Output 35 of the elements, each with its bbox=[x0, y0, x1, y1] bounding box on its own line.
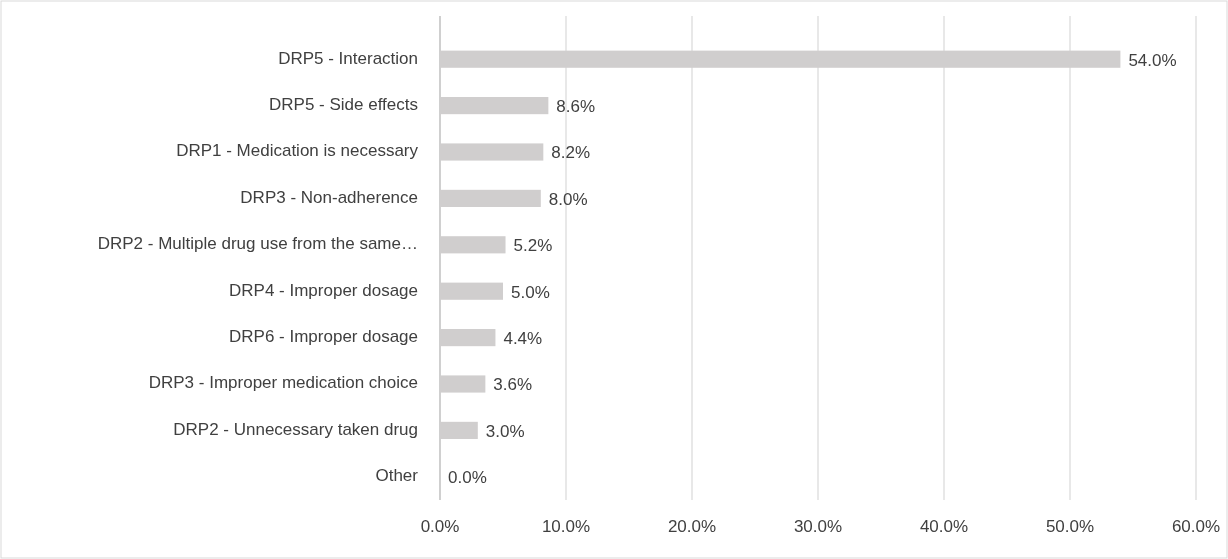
bar bbox=[440, 189, 541, 207]
y-tick-label: DRP1 - Medication is necessary bbox=[176, 141, 419, 161]
y-tick-label: DRP2 - Unnecessary taken drug bbox=[173, 419, 418, 439]
data-label: 8.6% bbox=[556, 97, 596, 117]
data-label: 3.0% bbox=[485, 421, 525, 441]
y-tick-label: DRP6 - Improper dosage bbox=[229, 327, 418, 347]
y-tick-label: DRP5 - Interaction bbox=[278, 48, 418, 68]
bar bbox=[440, 143, 544, 161]
y-tick-label: DRP4 - Improper dosage bbox=[229, 280, 418, 300]
bar bbox=[440, 375, 486, 393]
x-tick-label: 20.0% bbox=[667, 517, 717, 536]
x-tick-label: 10.0% bbox=[541, 517, 591, 536]
data-label: 5.0% bbox=[511, 282, 550, 302]
y-tick-label: DRP2 - Multiple drug use from the same… bbox=[97, 234, 418, 254]
y-tick-label: DRP3 - Non-adherence bbox=[240, 187, 418, 207]
x-tick-label: 40.0% bbox=[919, 517, 969, 536]
bar bbox=[440, 329, 496, 347]
data-label: 5.2% bbox=[513, 236, 553, 256]
data-label: 3.6% bbox=[493, 375, 533, 395]
bar bbox=[440, 421, 478, 439]
data-label: 54.0% bbox=[1128, 50, 1177, 70]
data-label: 8.0% bbox=[548, 189, 588, 209]
y-tick-label: DRP3 - Improper medication choice bbox=[148, 373, 418, 393]
y-tick-label: DRP5 - Side effects bbox=[269, 95, 418, 115]
bar bbox=[440, 97, 549, 115]
bar bbox=[440, 282, 503, 300]
data-label: 0.0% bbox=[448, 468, 487, 488]
x-tick-label: 60.0% bbox=[1171, 517, 1221, 536]
y-tick-label: Other bbox=[375, 466, 419, 486]
x-tick-label: 50.0% bbox=[1045, 517, 1095, 536]
data-label: 4.4% bbox=[503, 329, 543, 349]
bar bbox=[440, 236, 506, 254]
data-label: 8.2% bbox=[551, 143, 591, 163]
x-tick-label: 30.0% bbox=[793, 517, 843, 536]
x-tick-label: 0.0% bbox=[420, 517, 460, 536]
